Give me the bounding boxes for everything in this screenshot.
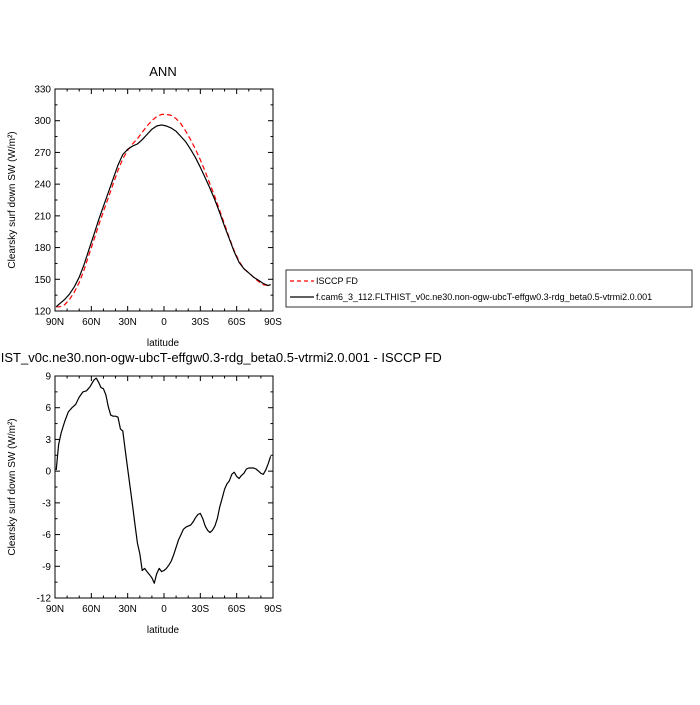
bottom-chart-ylabel: Clearsky surf down SW (W/m²) xyxy=(7,418,18,555)
top-chart-ytick-label: 270 xyxy=(34,148,51,159)
bottom-chart-xtick-label: 30S xyxy=(191,604,209,615)
bottom-chart-xtick-label: 90S xyxy=(264,604,282,615)
top-chart-ytick-label: 120 xyxy=(34,307,51,318)
top-chart-xtick-label: 30S xyxy=(191,317,209,328)
top-chart: ANN 90N 60N 30N 0 30S 60S 90S 120 150 180 210 240 27… xyxy=(7,64,282,349)
top-chart-xtick-label: 0 xyxy=(161,317,167,328)
bottom-chart-series-line-0 xyxy=(55,377,272,584)
bottom-chart: f.cam6_3_112.FLTHIST_v0c.ne30.non-ogw-ub… xyxy=(0,350,442,636)
bottom-chart-xlabel: latitude xyxy=(147,625,180,636)
top-chart-ylabel: Clearsky surf down SW (W/m²) xyxy=(7,131,18,268)
top-chart-xtick-label: 90S xyxy=(264,317,282,328)
legend-label-model: f.cam6_3_112.FLTHIST_v0c.ne30.non-ogw-ub… xyxy=(316,292,652,302)
bottom-chart-title: f.cam6_3_112.FLTHIST_v0c.ne30.non-ogw-ub… xyxy=(0,350,442,365)
top-chart-xtick-label: 60N xyxy=(82,317,100,328)
bottom-chart-ytick-label: 6 xyxy=(45,403,51,414)
bottom-chart-frame xyxy=(54,375,274,599)
bottom-chart-ytick-label: 9 xyxy=(45,372,51,383)
bottom-chart-xtick-label: 90N xyxy=(46,604,64,615)
top-chart-ytick-label: 330 xyxy=(34,85,51,96)
bottom-chart-ytick-label: 3 xyxy=(45,435,51,446)
bottom-chart-ytick-label: 0 xyxy=(45,467,51,478)
top-chart-ytick-label: 150 xyxy=(34,275,51,286)
top-chart-xtick-label: 90N xyxy=(46,317,64,328)
bottom-chart-xtick-label: 0 xyxy=(161,604,167,615)
top-chart-ytick-label: 210 xyxy=(34,211,51,222)
top-chart-xtick-label: 60S xyxy=(228,317,246,328)
bottom-chart-xtick-label: 60N xyxy=(82,604,100,615)
bottom-chart-xtick-label: 60S xyxy=(228,604,246,615)
bottom-chart-ytick-label: -3 xyxy=(42,498,51,509)
bottom-chart-ytick-label: -12 xyxy=(37,594,52,605)
top-chart-frame xyxy=(54,88,274,312)
legend-box xyxy=(285,269,693,308)
top-chart-xlabel: latitude xyxy=(147,338,180,349)
bottom-chart-ytick-label: -9 xyxy=(42,562,51,573)
top-chart-ytick-label: 240 xyxy=(34,180,51,191)
bottom-chart-xtick-label: 30N xyxy=(118,604,136,615)
top-chart-ytick-label: 180 xyxy=(34,243,51,254)
legend-label-isccp: ISCCP FD xyxy=(316,276,358,286)
top-chart-xtick-label: 30N xyxy=(118,317,136,328)
bottom-chart-ytick-label: -6 xyxy=(42,530,51,541)
top-chart-series-line-1 xyxy=(55,124,271,308)
top-chart-series-line-0 xyxy=(56,113,271,308)
top-chart-title: ANN xyxy=(149,64,176,79)
top-chart-ytick-label: 300 xyxy=(34,116,51,127)
legend: ISCCP FD f.cam6_3_112.FLTHIST_v0c.ne30.n… xyxy=(285,269,693,308)
